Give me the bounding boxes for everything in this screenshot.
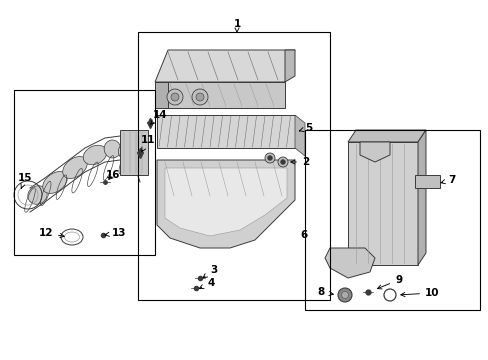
Text: 12: 12 — [39, 228, 64, 238]
Text: 3: 3 — [203, 265, 217, 278]
Text: 6: 6 — [300, 230, 307, 240]
Bar — [138, 32, 329, 300]
Ellipse shape — [28, 186, 47, 204]
Polygon shape — [155, 82, 285, 108]
Text: 7: 7 — [440, 175, 454, 185]
Polygon shape — [164, 168, 286, 236]
Text: 14: 14 — [150, 110, 167, 125]
Ellipse shape — [104, 140, 121, 158]
Polygon shape — [294, 115, 305, 156]
Ellipse shape — [83, 145, 106, 165]
Ellipse shape — [118, 143, 136, 161]
Bar — [305, 130, 479, 310]
Text: 13: 13 — [105, 228, 126, 238]
Ellipse shape — [62, 157, 87, 179]
Text: 1: 1 — [233, 19, 240, 32]
Circle shape — [278, 157, 287, 167]
Polygon shape — [359, 142, 389, 162]
Circle shape — [267, 156, 272, 161]
Polygon shape — [417, 130, 425, 265]
Polygon shape — [155, 82, 168, 108]
Circle shape — [192, 89, 207, 105]
Circle shape — [280, 159, 285, 165]
Circle shape — [167, 89, 183, 105]
Polygon shape — [157, 160, 294, 248]
Bar — [14, 90, 155, 255]
Ellipse shape — [42, 172, 67, 193]
Polygon shape — [155, 50, 294, 82]
Bar — [157, 115, 294, 148]
Circle shape — [264, 153, 274, 163]
Text: 8: 8 — [317, 287, 333, 297]
Circle shape — [337, 288, 351, 302]
Polygon shape — [285, 50, 294, 82]
Bar — [347, 142, 417, 265]
Polygon shape — [414, 175, 439, 188]
Text: 15: 15 — [18, 173, 32, 189]
Text: 5: 5 — [299, 123, 312, 133]
Polygon shape — [347, 130, 425, 142]
Circle shape — [171, 93, 179, 101]
Polygon shape — [325, 248, 374, 278]
Text: 4: 4 — [199, 278, 214, 288]
Circle shape — [196, 93, 203, 101]
Text: 2: 2 — [290, 157, 308, 167]
Text: 9: 9 — [377, 275, 401, 289]
Ellipse shape — [128, 154, 146, 171]
Text: 16: 16 — [105, 170, 120, 180]
Polygon shape — [120, 130, 148, 175]
Text: 11: 11 — [141, 135, 155, 152]
Circle shape — [341, 292, 348, 298]
Text: 10: 10 — [400, 288, 439, 298]
